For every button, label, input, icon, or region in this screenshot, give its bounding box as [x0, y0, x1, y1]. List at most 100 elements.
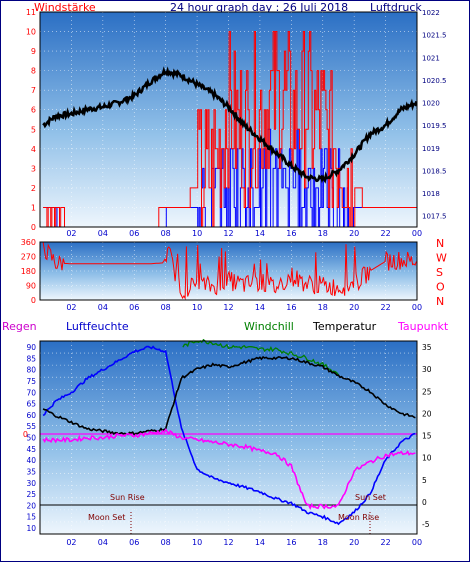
wind-tick-label: 8: [31, 67, 36, 76]
x-tick-label: 06: [129, 303, 139, 312]
temperature-tick-label: 0: [422, 498, 427, 507]
humidity-tick-label: 30: [26, 479, 36, 488]
humidity-tick-label: 80: [26, 366, 36, 375]
wind-tick-label: 2: [31, 184, 36, 193]
x-tick-label: 00: [412, 538, 422, 547]
top-plot-border: [39, 11, 418, 228]
x-tick-label: 10: [192, 229, 202, 238]
compass-label: N: [436, 237, 444, 250]
temperature-tick-label: 30: [422, 365, 432, 374]
pressure-tick-label: 1020.5: [422, 77, 447, 85]
temperature-tick-label: 35: [422, 343, 432, 352]
humidity-series: [42, 345, 416, 526]
temperature-tick-label: 25: [422, 387, 432, 396]
x-tick-label: 14: [255, 303, 265, 312]
x-tick-label: 02: [66, 303, 76, 312]
wind-tick-label: 0: [31, 223, 36, 232]
pressure-tick-label: 1020: [422, 100, 440, 108]
humidity-tick-label: 75: [26, 377, 36, 386]
x-tick-label: 12: [223, 229, 233, 238]
x-tick-label: 06: [129, 229, 139, 238]
wind-tick-label: 11: [26, 8, 36, 17]
x-tick-label: 12: [223, 303, 233, 312]
x-tick-label: 02: [66, 538, 76, 547]
wind-tick-label: 5: [31, 125, 36, 134]
humidity-tick-label: 45: [26, 445, 36, 454]
temperature-tick-label: 15: [422, 432, 432, 441]
x-tick-label: 06: [129, 538, 139, 547]
direction-plot-border: [39, 241, 418, 301]
temperature-tick-label: -5: [422, 520, 430, 529]
wind-tick-label: 7: [31, 86, 36, 95]
windchill-axis-title: Windchill: [244, 320, 294, 333]
direction-tick-label: 90: [26, 282, 36, 291]
x-tick-label: 16: [286, 538, 296, 547]
x-tick-label: 12: [223, 538, 233, 547]
x-tick-label: 04: [98, 303, 108, 312]
dewpoint-series: [42, 428, 416, 511]
temperature-tick-label: 10: [422, 454, 432, 463]
x-tick-label: 22: [380, 303, 390, 312]
moon-set-label: Moon Set: [88, 513, 125, 522]
x-tick-label: 00: [412, 229, 422, 238]
x-tick-label: 10: [192, 538, 202, 547]
wind-axis-title: Windstärke: [34, 1, 96, 14]
humidity-tick-label: 35: [26, 467, 36, 476]
wind-tick-label: 3: [31, 164, 36, 173]
humidity-tick-label: 15: [26, 513, 36, 522]
pressure-tick-label: 1022: [422, 9, 440, 17]
x-tick-label: 08: [161, 538, 171, 547]
compass-label: S: [436, 266, 443, 279]
humidity-tick-label: 70: [26, 388, 36, 397]
humidity-tick-label: 50: [26, 434, 36, 443]
rain-zero-tick: 0: [23, 430, 28, 439]
bottom-plot-border: [39, 340, 418, 535]
humidity-tick-label: 65: [26, 400, 36, 409]
x-tick-label: 22: [380, 229, 390, 238]
pressure-tick-label: 1019: [422, 145, 440, 153]
compass-label: W: [436, 252, 447, 265]
humidity-tick-label: 60: [26, 411, 36, 420]
pressure-tick-label: 1017.5: [422, 213, 447, 221]
x-tick-label: 16: [286, 303, 296, 312]
top-plot-area: [40, 12, 417, 227]
direction-tick-label: 360: [21, 238, 36, 247]
pressure-axis-title: Luftdruck: [370, 1, 422, 14]
wind-tick-label: 10: [26, 28, 36, 37]
x-tick-label: 20: [349, 303, 359, 312]
chart-title: 24 hour graph day : 26 Juli 2018: [170, 1, 348, 14]
x-tick-label: 04: [98, 229, 108, 238]
humidity-tick-label: 10: [26, 524, 36, 533]
sun-set-label: Sun Set: [355, 493, 386, 502]
wind-tick-label: 9: [31, 47, 36, 56]
moon-rise-label: Moon Rise: [338, 513, 379, 522]
wind-tick-label: 6: [31, 106, 36, 115]
x-tick-label: 08: [161, 229, 171, 238]
x-tick-label: 02: [66, 229, 76, 238]
x-tick-label: 18: [318, 538, 328, 547]
pressure-tick-label: 1018: [422, 190, 440, 198]
temperature-axis-title: Temperatur: [312, 320, 377, 333]
x-tick-label: 08: [161, 303, 171, 312]
x-tick-label: 04: [98, 538, 108, 547]
temperature-tick-label: 20: [422, 409, 432, 418]
temperature-series: [42, 355, 416, 436]
x-tick-label: 20: [349, 538, 359, 547]
rain-axis-title: Regen: [2, 320, 37, 333]
pressure-tick-label: 1019.5: [422, 122, 447, 130]
x-tick-label: 14: [255, 538, 265, 547]
temperature-tick-label: 5: [422, 476, 427, 485]
sun-rise-label: Sun Rise: [110, 493, 145, 502]
x-tick-label: 18: [318, 303, 328, 312]
direction-tick-label: 180: [21, 267, 36, 276]
pressure-series: [42, 66, 418, 184]
humidity-axis-title: Luftfeuchte: [66, 320, 129, 333]
humidity-tick-label: 55: [26, 422, 36, 431]
wind-direction-series: [42, 241, 417, 301]
x-tick-label: 22: [380, 538, 390, 547]
x-tick-label: 10: [192, 303, 202, 312]
bottom-grid: [40, 341, 418, 534]
windchill-series: [182, 338, 340, 376]
x-tick-label: 00: [412, 303, 422, 312]
